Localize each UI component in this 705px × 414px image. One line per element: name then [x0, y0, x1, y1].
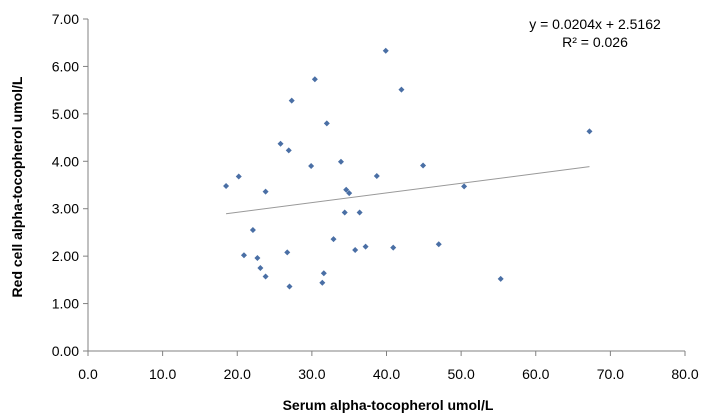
y-tick-label: 3.00	[52, 201, 79, 217]
data-point	[308, 163, 315, 170]
x-tick-group: 0.0 10.0 20.0 30.0 40.0 50.0 60.0 70.0 80.0	[78, 351, 699, 382]
data-point	[319, 279, 326, 286]
x-tick-label: 60.0	[522, 366, 549, 382]
x-tick-label: 20.0	[224, 366, 251, 382]
data-point	[362, 243, 369, 250]
data-point	[249, 227, 256, 234]
data-point	[284, 249, 291, 256]
data-point	[420, 162, 427, 169]
y-tick-label: 5.00	[52, 106, 79, 122]
y-tick-label: 6.00	[52, 58, 79, 74]
data-point	[382, 47, 389, 54]
data-point	[320, 270, 327, 277]
data-point	[262, 188, 269, 195]
x-tick-label: 40.0	[373, 366, 400, 382]
x-axis-title: Serum alpha-tocopherol umol/L	[283, 397, 494, 413]
trendline-equation: y = 0.0204x + 2.5162	[529, 16, 661, 32]
y-tick-label: 2.00	[52, 248, 79, 264]
data-point	[330, 236, 337, 243]
x-tick-label: 0.0	[78, 366, 98, 382]
x-tick-label: 30.0	[298, 366, 325, 382]
data-points	[223, 47, 593, 290]
data-point	[461, 183, 468, 190]
data-point	[356, 209, 363, 216]
y-tick-label: 1.00	[52, 296, 79, 312]
data-point	[240, 252, 247, 259]
y-axis-title: Red cell alpha-tocopherol umol/L	[9, 76, 25, 297]
x-tick-label: 50.0	[448, 366, 475, 382]
data-point	[343, 186, 350, 193]
r-squared-label: R² = 0.026	[562, 34, 628, 50]
data-point	[323, 120, 330, 127]
data-point	[390, 244, 397, 251]
data-point	[341, 209, 348, 216]
data-point	[285, 147, 292, 154]
data-point	[352, 246, 359, 253]
x-tick-label: 10.0	[149, 366, 176, 382]
y-tick-label: 4.00	[52, 153, 79, 169]
data-point	[398, 86, 405, 93]
data-point	[277, 140, 284, 147]
y-tick-group: 0.00 1.00 2.00 3.00 4.00 5.00 6.00 7.00	[52, 11, 88, 359]
y-tick-label: 0.00	[52, 343, 79, 359]
data-point	[286, 283, 293, 290]
x-tick-label: 70.0	[597, 366, 624, 382]
y-tick-label: 7.00	[52, 11, 79, 27]
data-point	[311, 76, 318, 83]
data-point	[235, 173, 242, 180]
data-point	[435, 241, 442, 248]
data-point	[262, 273, 269, 280]
data-point	[337, 158, 344, 165]
x-tick-label: 80.0	[671, 366, 698, 382]
data-point	[254, 255, 261, 262]
data-point	[586, 128, 593, 135]
trendline	[225, 166, 590, 215]
data-point	[497, 275, 504, 282]
data-point	[373, 172, 380, 179]
data-point	[257, 265, 264, 271]
data-point	[346, 190, 353, 197]
data-point	[223, 182, 230, 189]
data-point	[288, 97, 295, 104]
